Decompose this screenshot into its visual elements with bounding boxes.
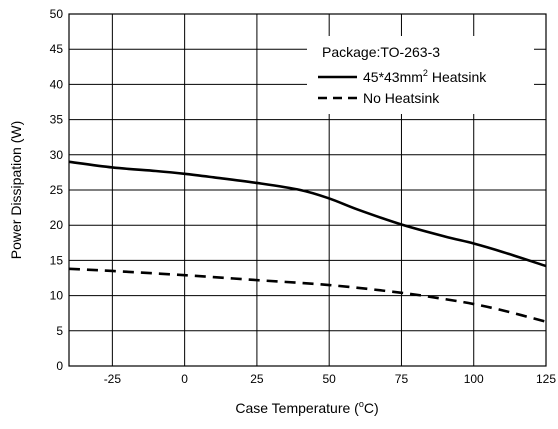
y-tick-label-3: 15 [50, 253, 64, 267]
y-tick-label-4: 20 [50, 218, 64, 232]
y-tick-label-6: 30 [50, 148, 64, 162]
legend-title: Package:TO-263-3 [322, 44, 440, 60]
series-line-heatsink [69, 162, 546, 266]
x-tick-label-1: 0 [181, 372, 188, 386]
y-axis-label: Power Dissipation (W) [8, 121, 24, 259]
y-tick-label-5: 25 [50, 183, 64, 197]
y-tick-label-9: 45 [50, 42, 64, 56]
y-tick-label-8: 40 [50, 77, 64, 91]
y-tick-label-10: 50 [50, 7, 64, 21]
y-tick-label-2: 10 [50, 289, 64, 303]
legend: Package:TO-263-3 45*43mm2 Heatsink No He… [307, 36, 534, 114]
x-tick-label-0: -25 [104, 372, 122, 386]
y-tick-label-0: 0 [56, 359, 63, 373]
y-tick-label-1: 5 [56, 324, 63, 338]
series-layer [69, 162, 546, 322]
legend-entry-no-heatsink: No Heatsink [363, 90, 440, 106]
x-axis-label: Case Temperature (oC) [235, 399, 378, 416]
x-tick-label-2: 25 [250, 372, 264, 386]
x-tick-label-5: 100 [464, 372, 484, 386]
x-tick-label-6: 125 [536, 372, 556, 386]
y-tick-label-7: 35 [50, 113, 64, 127]
x-tick-label-4: 75 [395, 372, 409, 386]
x-tick-label-3: 50 [323, 372, 337, 386]
